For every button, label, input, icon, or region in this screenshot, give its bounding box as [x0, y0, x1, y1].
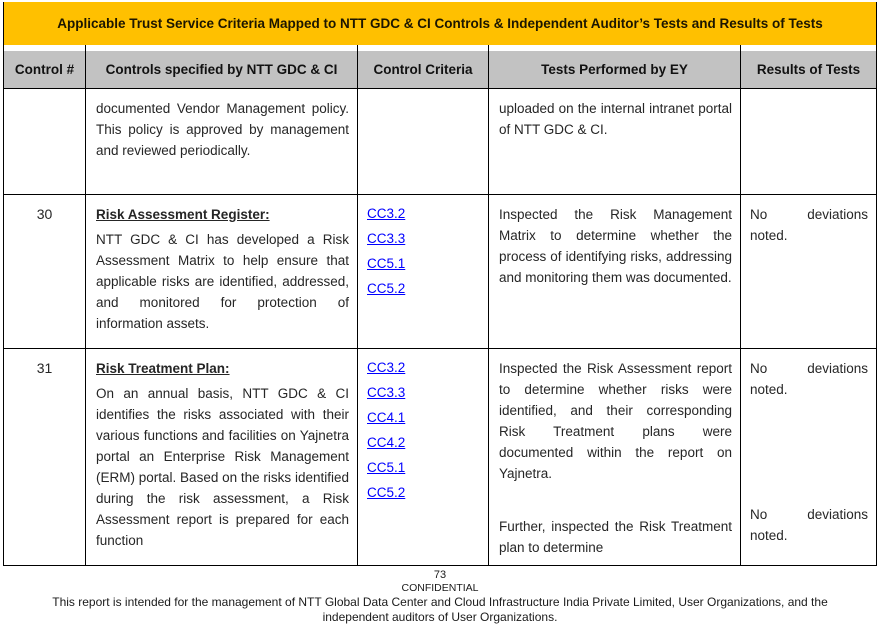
results-cell — [739, 87, 878, 195]
footer-disclaimer-line-1: This report is intended for the manageme… — [52, 594, 828, 609]
tests-performed-cell: Inspected the Risk Management Matrix to … — [488, 193, 741, 349]
criteria-link-cc4-1[interactable]: CC4.1 — [367, 409, 406, 425]
results-cell: No deviations noted. — [739, 193, 878, 349]
test-paragraph: Inspected the Risk Management Matrix to … — [499, 206, 732, 285]
table-title-row: Applicable Trust Service Criteria Mapped… — [2, 2, 878, 45]
confidential-label: CONFIDENTIAL — [401, 581, 479, 594]
control-heading: Risk Assessment Register: — [96, 206, 270, 222]
criteria-link-cc5-1[interactable]: CC5.1 — [367, 255, 406, 271]
table-title: Applicable Trust Service Criteria Mapped… — [2, 2, 878, 45]
control-description-cell: documented Vendor Management policy. Thi… — [85, 87, 358, 195]
test-paragraph: Inspected the Risk Assessment report to … — [499, 360, 732, 481]
tests-performed-cell: uploaded on the internal intranet portal… — [488, 87, 741, 195]
footer-disclaimer-line-2: independent auditors of User Organizatio… — [322, 609, 558, 624]
control-description-cell: Risk Treatment Plan: On an annual basis,… — [85, 347, 358, 566]
control-body-text: On an annual basis, NTT GDC & CI identif… — [96, 385, 349, 548]
col-header-control-number: Control # — [3, 51, 86, 89]
control-body-text: NTT GDC & CI has developed a Risk Assess… — [96, 231, 349, 331]
control-criteria-cell: CC3.2 CC3.3 CC4.1 CC4.2 CC5.1 CC5.2 — [357, 347, 489, 566]
gap-cell — [488, 45, 741, 51]
col-header-controls-specified: Controls specified by NTT GDC & CI — [85, 51, 358, 89]
criteria-link-cc3-2[interactable]: CC3.2 — [367, 359, 406, 375]
page-number: 73 — [433, 568, 447, 581]
criteria-link-cc3-3[interactable]: CC3.3 — [367, 384, 406, 400]
control-number-cell — [3, 87, 86, 195]
control-description-cell: Risk Assessment Register: NTT GDC & CI h… — [85, 193, 358, 349]
criteria-link-cc5-2[interactable]: CC5.2 — [367, 280, 406, 296]
tests-performed-cell: Inspected the Risk Assessment report to … — [488, 347, 741, 566]
header-gap-row — [3, 45, 878, 51]
page-footer: 73 CONFIDENTIAL This report is intended … — [3, 566, 877, 625]
criteria-link-cc3-3[interactable]: CC3.3 — [367, 230, 406, 246]
control-heading: Risk Treatment Plan: — [96, 360, 230, 376]
gap-cell — [85, 45, 358, 51]
result-paragraph: No deviations noted. — [750, 360, 869, 397]
control-number-cell: 30 — [3, 193, 86, 349]
col-header-control-criteria: Control Criteria — [357, 51, 489, 89]
criteria-link-cc3-2[interactable]: CC3.2 — [367, 205, 406, 221]
criteria-link-cc4-2[interactable]: CC4.2 — [367, 434, 406, 450]
table-row-continued: documented Vendor Management policy. Thi… — [3, 87, 878, 195]
control-criteria-cell: CC3.2 CC3.3 CC5.1 CC5.2 — [357, 193, 489, 349]
table-row-control-31: 31 Risk Treatment Plan: On an annual bas… — [3, 347, 878, 566]
gap-cell — [3, 45, 86, 51]
test-paragraph: Further, inspected the Risk Treatment pl… — [499, 518, 732, 555]
control-criteria-cell — [357, 87, 489, 195]
control-number-cell: 31 — [3, 347, 86, 566]
gap-cell — [739, 45, 878, 51]
control-body-text: documented Vendor Management policy. Thi… — [96, 100, 349, 158]
criteria-link-cc5-1[interactable]: CC5.1 — [367, 459, 406, 475]
column-header-row: Control # Controls specified by NTT GDC … — [3, 51, 878, 89]
test-paragraph: uploaded on the internal intranet portal… — [499, 100, 732, 137]
result-paragraph: No deviations noted. — [750, 206, 869, 243]
table-row-control-30: 30 Risk Assessment Register: NTT GDC & C… — [3, 193, 878, 349]
result-paragraph: No deviations noted. — [750, 506, 869, 543]
col-header-tests-performed: Tests Performed by EY — [488, 51, 741, 89]
criteria-link-cc5-2[interactable]: CC5.2 — [367, 484, 406, 500]
col-header-results: Results of Tests — [739, 51, 878, 89]
gap-cell — [357, 45, 489, 51]
trust-criteria-table: Applicable Trust Service Criteria Mapped… — [2, 2, 878, 566]
results-cell: No deviations noted. No deviations noted… — [739, 347, 878, 566]
